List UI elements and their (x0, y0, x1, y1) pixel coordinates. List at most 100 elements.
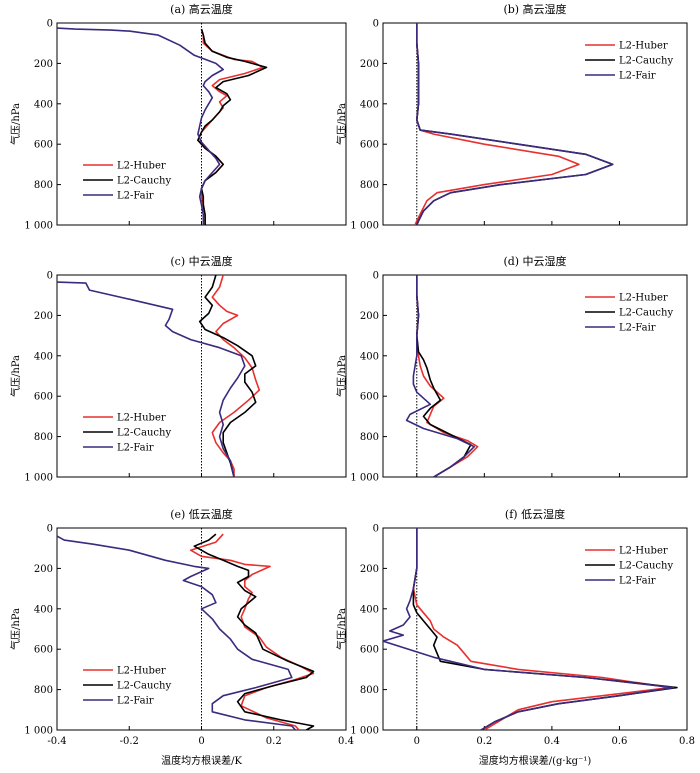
y-tick-label: 0 (47, 19, 53, 30)
y-tick-label: 800 (34, 685, 53, 696)
y-tick-label: 600 (360, 392, 379, 403)
y-tick-label: 600 (360, 645, 379, 656)
panel-title: (d) 中云湿度 (503, 254, 566, 268)
panel-title: (b) 高云湿度 (503, 2, 566, 16)
y-tick-label: 800 (360, 180, 379, 191)
series-line-l2-huber (211, 275, 261, 477)
legend-label: L2-Huber (619, 546, 668, 557)
y-tick-label: 200 (34, 564, 53, 575)
y-tick-label: 1 000 (350, 726, 379, 737)
plot-frame (382, 22, 688, 226)
x-tick-label: 0.4 (338, 736, 354, 747)
series-line-l2-huber (189, 533, 315, 730)
legend: L2-Huber L2-Cauchy L2-Fair (585, 546, 673, 587)
legend-label: L2-Fair (117, 191, 154, 202)
x-tick-label: 0.2 (476, 736, 492, 747)
y-axis-label: 气压/hPa (9, 355, 22, 397)
legend: L2-Huber L2-Cauchy L2-Fair (83, 413, 171, 454)
y-axis-label: 气压/hPa (9, 103, 22, 145)
y-tick-label: 200 (360, 311, 379, 322)
y-axis-label: 气压/hPa (335, 608, 348, 650)
x-axis-label: 湿度均方根误差/(g·kg⁻¹) (479, 754, 592, 767)
series-line-l2-huber (414, 23, 580, 225)
legend-label: L2-Fair (619, 576, 656, 587)
legend-label: L2-Cauchy (619, 561, 673, 572)
series-line-l2-cauchy (412, 528, 678, 730)
legend-label: L2-Cauchy (117, 176, 171, 187)
y-tick-label: 1 000 (24, 473, 53, 484)
legend-label: L2-Fair (117, 443, 154, 454)
series-line-l2-cauchy (197, 28, 268, 225)
panel-title: (e) 低云温度 (170, 507, 233, 521)
legend-label: L2-Cauchy (619, 308, 673, 319)
y-axis-label: 气压/hPa (9, 608, 22, 650)
y-tick-label: 600 (360, 140, 379, 151)
y-tick-label: 400 (360, 351, 379, 362)
y-tick-label: 0 (47, 524, 53, 535)
series-line-l2-huber (412, 528, 671, 730)
x-tick-label: -0.2 (120, 736, 139, 747)
y-tick-label: 1 000 (24, 726, 53, 737)
legend-label: L2-Huber (117, 413, 166, 424)
y-tick-label: 0 (47, 271, 53, 282)
series-line-l2-fair (416, 23, 614, 225)
plot-frame (382, 274, 688, 478)
x-tick-label: 0 (198, 736, 204, 747)
y-tick-label: 600 (34, 140, 53, 151)
legend-label: L2-Cauchy (117, 681, 171, 692)
series-line-l2-cauchy (193, 533, 315, 730)
y-tick-label: 0 (373, 19, 379, 30)
series-line-l2-huber (416, 275, 479, 477)
series-line-l2-fair (57, 281, 246, 477)
x-tick-label: 0.8 (679, 736, 695, 747)
y-tick-label: 1 000 (350, 473, 379, 484)
x-tick-label: 0.4 (544, 736, 560, 747)
y-tick-label: 200 (360, 564, 379, 575)
y-tick-label: 200 (360, 59, 379, 70)
x-tick-label: 0.2 (266, 736, 282, 747)
y-tick-label: 800 (34, 432, 53, 443)
legend: L2-Huber L2-Cauchy L2-Fair (83, 666, 171, 707)
y-tick-label: 1 000 (24, 221, 53, 232)
series-line-l2-fair (57, 27, 224, 225)
plot-frame (382, 527, 688, 731)
legend-label: L2-Cauchy (117, 428, 171, 439)
y-tick-label: 600 (34, 645, 53, 656)
series-line-l2-cauchy (416, 275, 472, 477)
legend-label: L2-Cauchy (619, 56, 673, 67)
y-tick-label: 0 (373, 271, 379, 282)
y-tick-label: 400 (360, 604, 379, 615)
legend-label: L2-Huber (117, 161, 166, 172)
legend-label: L2-Fair (619, 71, 656, 82)
legend: L2-Huber L2-Cauchy L2-Fair (83, 161, 171, 202)
x-axis-label: 温度均方根误差/K (161, 754, 242, 767)
y-tick-label: 800 (360, 685, 379, 696)
y-tick-label: 800 (34, 180, 53, 191)
y-tick-label: 400 (34, 351, 53, 362)
x-tick-label: -0.4 (47, 736, 66, 747)
series-line-l2-cauchy (198, 275, 257, 477)
y-tick-label: 200 (34, 311, 53, 322)
y-tick-label: 1 000 (350, 221, 379, 232)
y-tick-label: 200 (34, 59, 53, 70)
legend: L2-Huber L2-Cauchy L2-Fair (585, 41, 673, 82)
legend-label: L2-Fair (117, 696, 154, 707)
legend-label: L2-Huber (619, 41, 668, 52)
y-tick-label: 400 (34, 604, 53, 615)
y-tick-label: 600 (34, 392, 53, 403)
y-axis-label: 气压/hPa (335, 103, 348, 145)
series-line-l2-fair (383, 528, 675, 730)
panel-title: (c) 中云温度 (170, 254, 232, 268)
panel-title: (a) 高云温度 (170, 2, 233, 16)
y-axis-label: 气压/hPa (335, 355, 348, 397)
series-line-l2-fair (57, 535, 296, 730)
legend-label: L2-Huber (117, 666, 166, 677)
y-tick-label: 800 (360, 432, 379, 443)
